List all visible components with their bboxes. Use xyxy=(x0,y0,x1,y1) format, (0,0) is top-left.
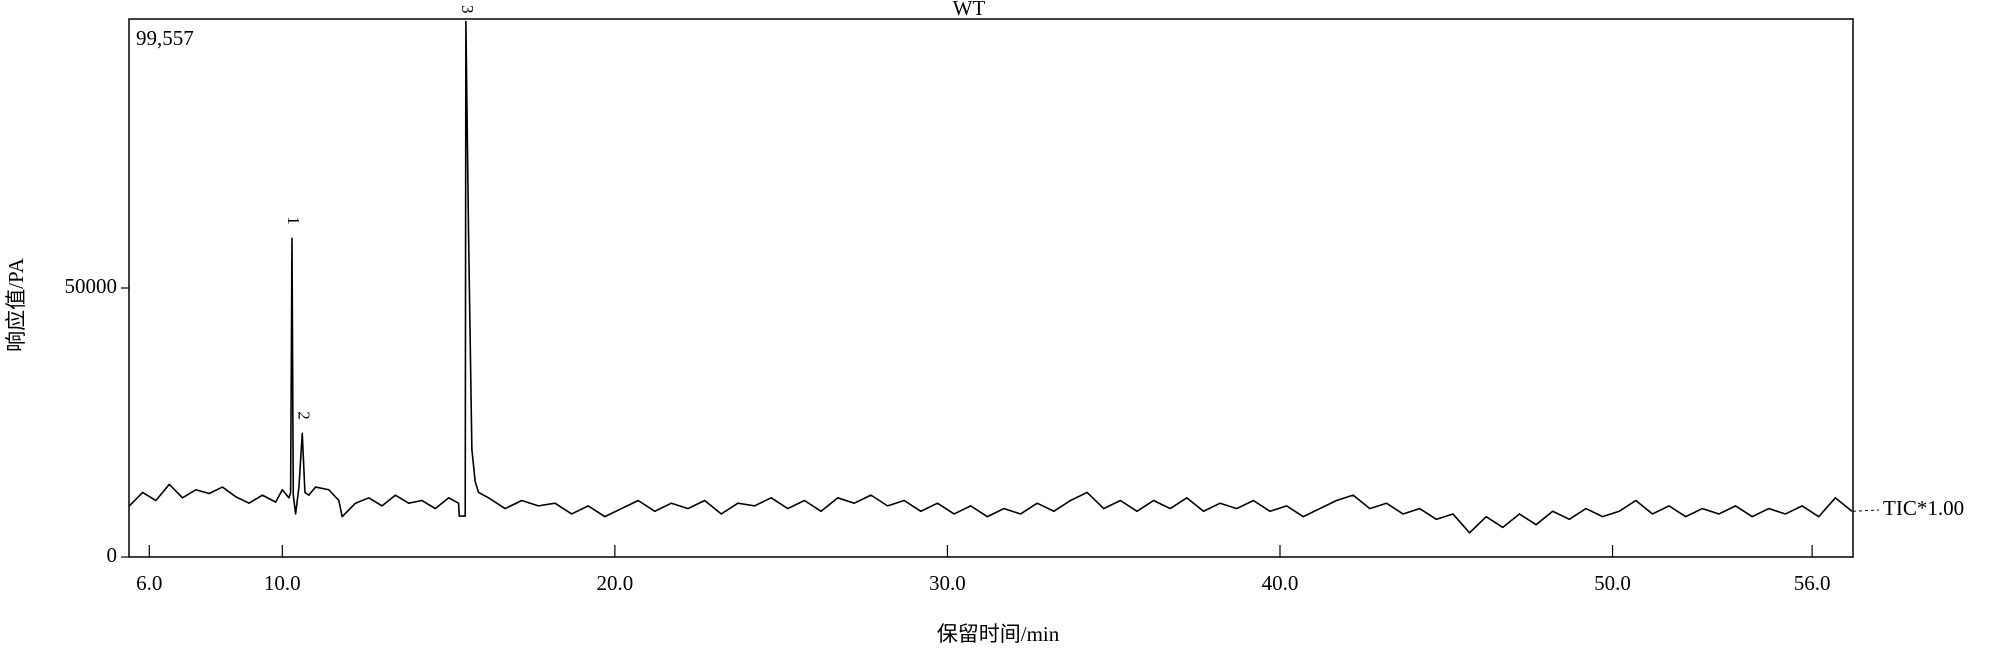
y-tick-label: 0 xyxy=(107,543,118,567)
plot-frame xyxy=(128,18,1854,558)
peak-label: 2 xyxy=(294,411,313,420)
x-tick-label: 20.0 xyxy=(596,571,633,595)
trace-connector xyxy=(1852,509,1880,512)
max-label: 99,557 xyxy=(136,26,194,50)
x-tick-label: 40.0 xyxy=(1262,571,1299,595)
x-tick-label: 6.0 xyxy=(136,571,162,595)
y-tick-label: 50000 xyxy=(65,274,118,298)
y-axis-label: 响应值/PA xyxy=(4,257,28,352)
peak-label: 1 xyxy=(284,216,303,225)
trace-line xyxy=(128,20,1853,534)
x-tick-label: 10.0 xyxy=(264,571,301,595)
x-tick-label: 30.0 xyxy=(929,571,966,595)
x-tick-label: 56.0 xyxy=(1794,571,1831,595)
chart-title: WT xyxy=(953,0,986,20)
trace-label: TIC*1.00 xyxy=(1883,496,1964,520)
peak-label: 3 xyxy=(458,5,477,14)
x-axis-label: 保留时间/min xyxy=(937,622,1060,646)
x-tick-label: 50.0 xyxy=(1594,571,1631,595)
